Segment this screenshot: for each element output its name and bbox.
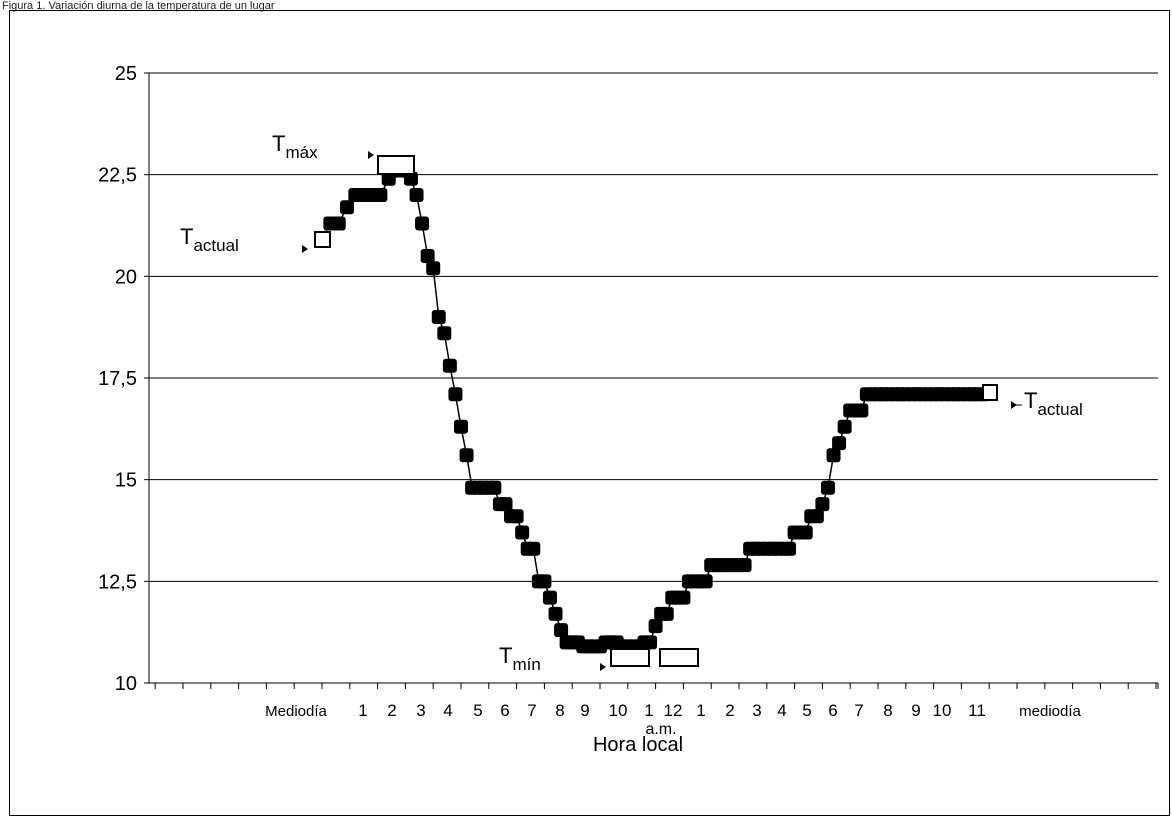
data-point [782,541,797,556]
data-markers [315,159,991,654]
marker-box [314,231,331,248]
x-tick-label: 9 [580,701,589,720]
data-point [442,358,457,373]
series-line [321,165,984,648]
data-point [437,326,452,341]
data-point [331,216,346,231]
x-tick-label: 2 [387,701,396,720]
annotation-arrow [302,245,308,253]
chart-frame: 10 12,5 15 17,5 20 22,5 25 Mediodía 1 2 3 4 5 6 7 8 9 10… [9,10,1170,816]
data-point [643,635,658,650]
data-point [542,590,557,605]
data-point [820,480,835,495]
data-point [548,606,563,621]
x-tick-label: 3 [752,701,761,720]
annotation-label: Tactual [180,224,239,255]
marker-box [610,648,650,667]
data-point [676,590,691,605]
x-tick-label: 4 [777,701,786,720]
data-point [798,525,813,540]
annotation-arrow [368,151,374,159]
data-point [426,261,441,276]
x-tick-sublabel: a.m. [645,721,676,738]
x-tick-label: 1 [696,701,705,720]
x-tick-label: 2 [725,701,734,720]
x-axis-label: Hora local [593,734,683,756]
annotation-label: Tactual [1024,388,1083,419]
x-tick-label: 6 [500,701,509,720]
x-tick-label: 1 [644,701,653,720]
y-tick-label: 15 [115,470,137,492]
data-point [737,558,752,573]
data-point [459,448,474,463]
data-point [832,436,847,451]
data-point [448,387,463,402]
x-tick-label: 5 [802,701,811,720]
grid-lines [149,72,1158,582]
y-tick-label: 12,5 [98,571,137,593]
data-point [526,541,541,556]
data-point [854,403,869,418]
data-point [487,480,502,495]
data-point [809,509,824,524]
data-point [431,310,446,324]
marker-box [982,384,998,401]
data-point [826,448,841,463]
data-point [509,509,524,524]
y-tick-label: 10 [115,673,137,695]
data-point [409,188,424,202]
y-tick-label: 25 [115,63,137,85]
annotations: Tmáx Tactual Tmín Tactual [180,131,1083,674]
data-point [373,188,388,202]
axes [144,72,1159,689]
x-tick-label: 4 [443,701,452,720]
data-point [537,574,552,589]
x-tick-labels: Mediodía 1 2 3 4 5 6 7 8 9 10 1 12 1 2 3 4 5 6 7 8 9 10 11 medio… [265,701,1081,738]
annotation-label: Tmáx [272,131,318,162]
data-point [648,619,663,634]
data-point [498,497,513,512]
x-tick-label: 10 [933,701,952,720]
x-tick-label: mediodía [1019,703,1081,720]
data-point [554,623,569,638]
x-tick-label: 9 [911,701,920,720]
annotation-label: Tmín [499,643,541,674]
data-point [403,171,418,186]
x-tick-label: 7 [527,701,536,720]
x-tick-label: 3 [416,701,425,720]
x-tick-label: 6 [828,701,837,720]
x-tick-label: 8 [555,701,564,720]
y-tick-labels: 10 12,5 15 17,5 20 22,5 25 [98,63,137,695]
data-point [837,419,852,434]
x-tick-label: 1 [358,701,367,720]
series-temperature [321,165,984,648]
y-tick-label: 20 [115,266,137,288]
data-point [659,606,674,621]
figure-caption: Figura 1. Variación diurna de la tempera… [2,0,275,12]
marker-box [377,155,415,175]
y-tick-label: 22,5 [98,165,137,187]
x-tick-label: 10 [609,701,628,720]
x-tick-label: 11 [968,701,986,720]
annotation-arrow [600,663,606,671]
x-tick-label: 12 [664,701,683,720]
data-point [420,249,435,263]
data-point [340,200,355,215]
x-tick-label: 7 [854,701,863,720]
x-tick-label: 5 [473,701,482,720]
data-point [415,216,430,231]
data-point [515,525,530,540]
data-point [454,419,468,434]
data-point [698,574,713,589]
data-point [815,497,830,512]
marker-box [659,648,699,667]
y-tick-label: 17,5 [98,368,137,390]
x-tick-label: 8 [883,701,892,720]
x-tick-label: Mediodía [265,703,327,720]
